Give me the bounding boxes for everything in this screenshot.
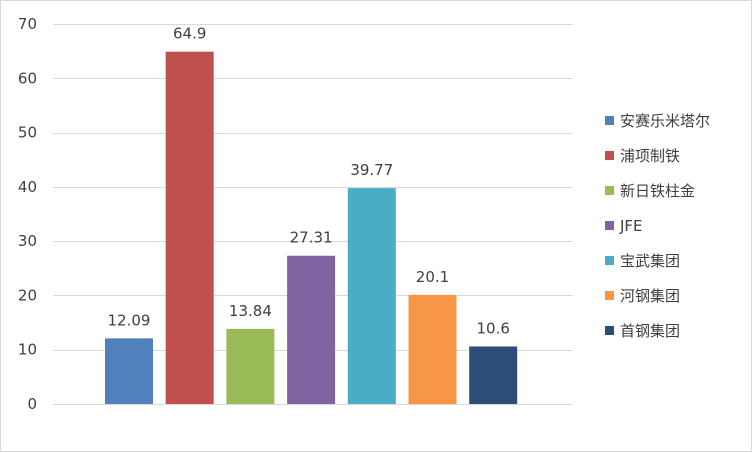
y-tick-label: 30 xyxy=(18,232,37,250)
legend-swatch xyxy=(605,151,614,160)
data-labels: 12.09 64.9 13.84 27.31 39.77 20.1 10.6 xyxy=(108,25,510,338)
y-tick-label: 20 xyxy=(18,286,37,304)
legend-swatch xyxy=(605,256,614,265)
y-tick-label: 70 xyxy=(18,15,37,33)
bar xyxy=(165,51,214,404)
bar xyxy=(347,188,396,404)
y-tick-label: 60 xyxy=(18,69,37,87)
y-tick-label: 50 xyxy=(18,124,37,142)
y-tick-label: 40 xyxy=(18,178,37,196)
bars xyxy=(105,51,518,404)
y-axis: 0 10 20 30 40 50 60 70 xyxy=(18,15,37,413)
y-tick-label: 0 xyxy=(27,395,37,413)
bar xyxy=(469,346,518,404)
data-label: 12.09 xyxy=(108,311,151,329)
bar xyxy=(226,328,275,404)
data-label: 64.9 xyxy=(173,25,206,43)
data-label: 10.6 xyxy=(476,319,509,337)
legend-label: 安赛乐米塔尔 xyxy=(620,112,710,130)
data-label: 13.84 xyxy=(229,302,272,320)
data-label: 20.1 xyxy=(416,268,449,286)
bar xyxy=(408,294,457,404)
bar xyxy=(287,255,336,404)
legend-swatch xyxy=(605,116,614,125)
legend-swatch xyxy=(605,326,614,335)
y-tick-label: 10 xyxy=(18,341,37,359)
legend-label: 新日铁柱金 xyxy=(620,182,695,200)
bar xyxy=(105,338,153,404)
legend-swatch xyxy=(605,221,614,230)
legend-label: 河钢集团 xyxy=(620,287,680,305)
legend-label: JFE xyxy=(619,217,643,235)
legend-swatch xyxy=(605,186,614,195)
legend-label: 首钢集团 xyxy=(620,322,680,340)
legend-swatch xyxy=(605,291,614,300)
legend-label: 浦项制铁 xyxy=(620,147,680,165)
legend-label: 宝武集团 xyxy=(620,252,680,270)
data-label: 27.31 xyxy=(290,229,333,247)
data-label: 39.77 xyxy=(350,161,393,179)
